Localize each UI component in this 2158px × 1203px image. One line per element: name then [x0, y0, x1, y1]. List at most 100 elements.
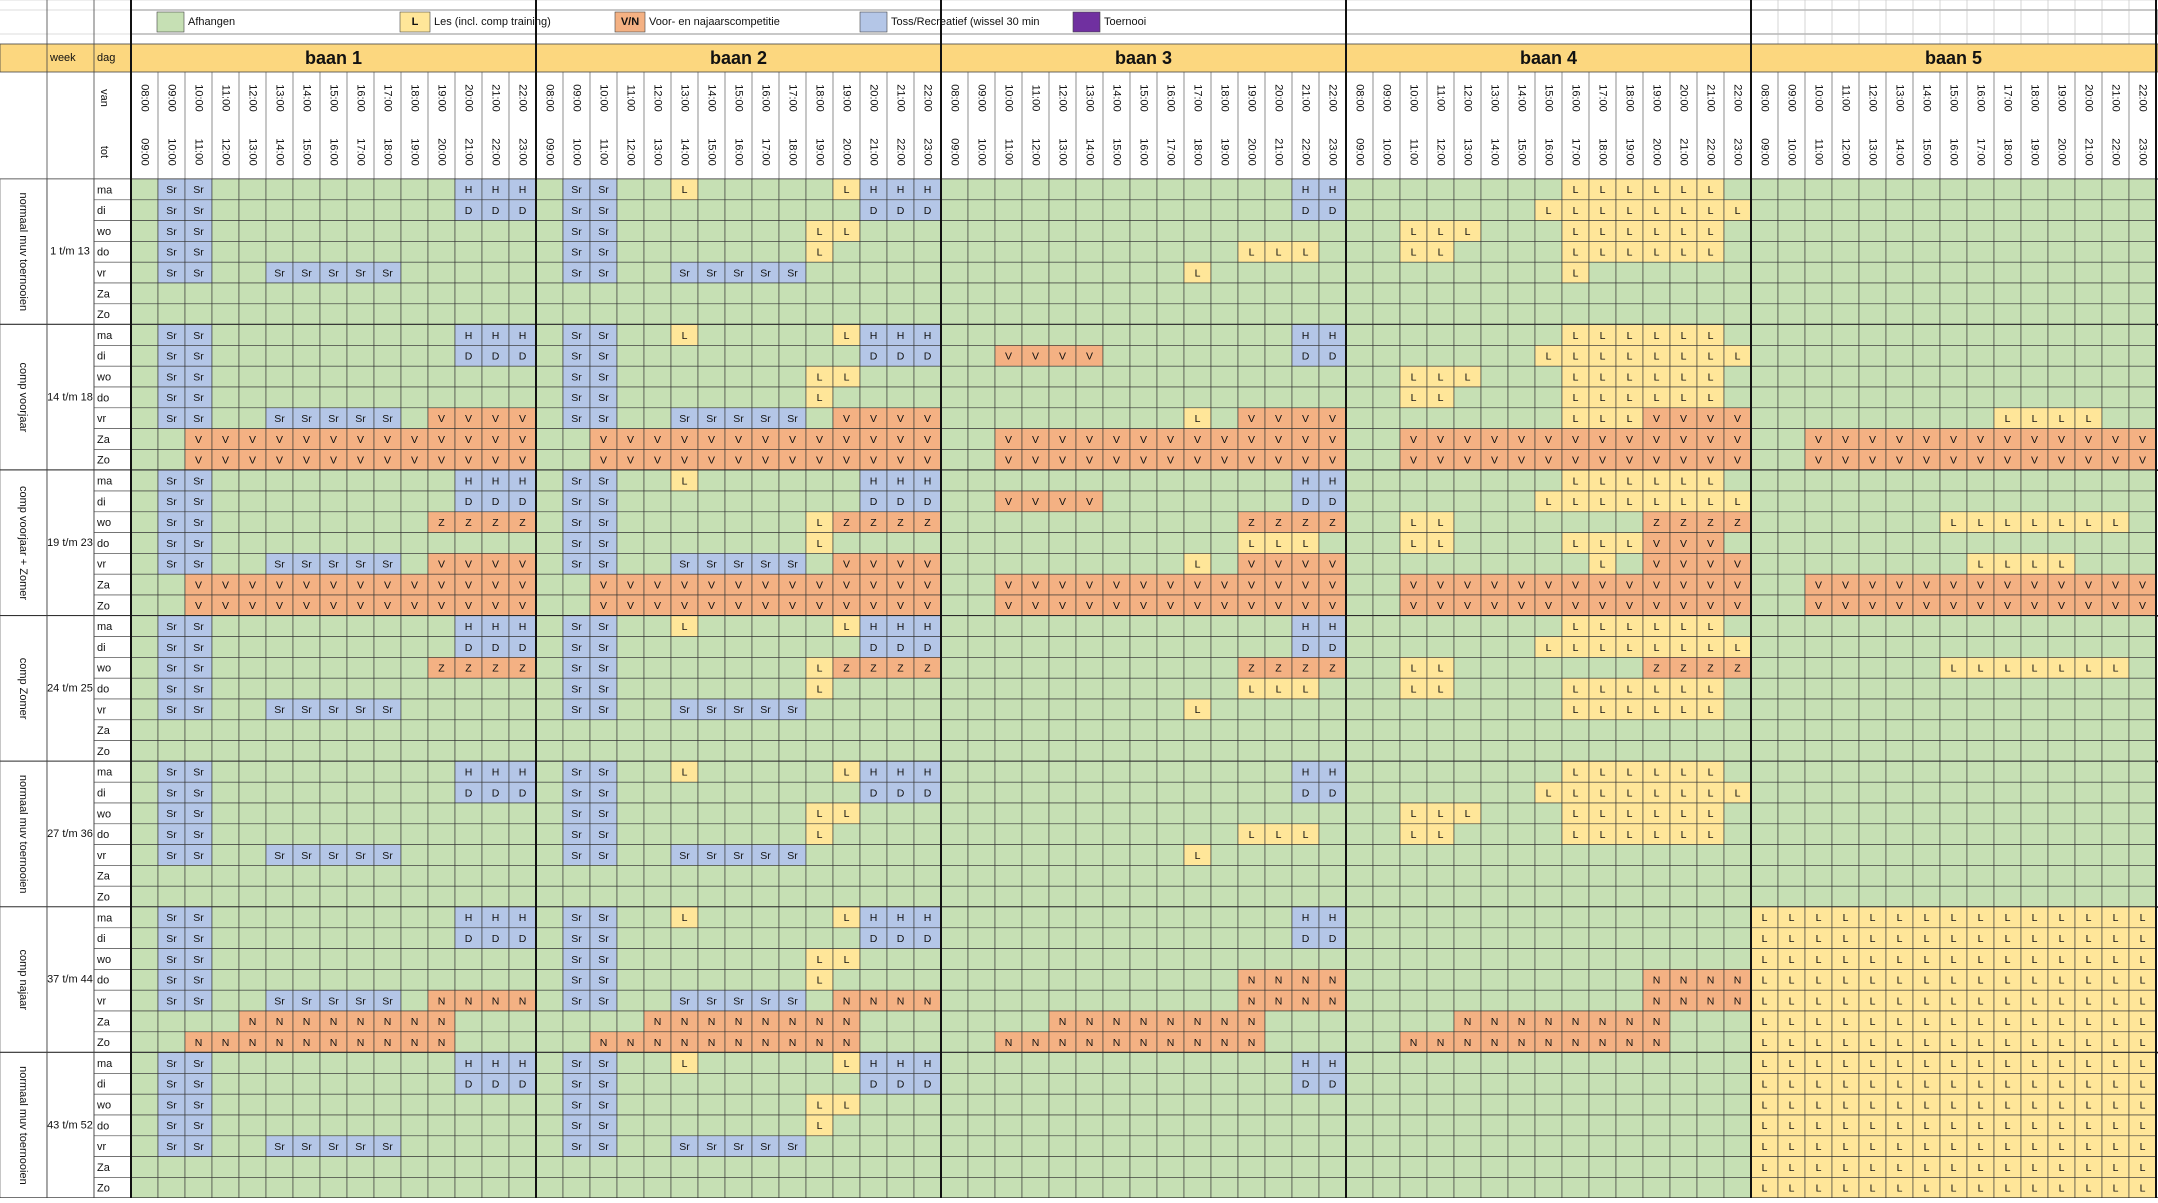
- cell: [617, 782, 644, 803]
- cell: [1373, 262, 1400, 283]
- cell: [995, 241, 1022, 262]
- cell-code: L: [1708, 808, 1714, 820]
- cell: [2075, 720, 2102, 741]
- cell: [860, 741, 887, 762]
- day-label: do: [97, 538, 109, 550]
- cell-code: L: [1654, 247, 1660, 259]
- cell: [1940, 325, 1967, 346]
- cell: [1967, 720, 1994, 741]
- cell: [1022, 616, 1049, 637]
- cell-code: Sr: [166, 663, 177, 675]
- cell-code: V: [1005, 579, 1012, 591]
- van-time: 17:00: [2002, 84, 2014, 112]
- cell: [941, 1115, 968, 1136]
- cell-code: L: [2005, 1016, 2011, 1028]
- cell: [509, 803, 536, 824]
- cell: [1130, 928, 1157, 949]
- cell: [1940, 720, 1967, 741]
- van-time: 15:00: [1543, 84, 1555, 112]
- tot-time: 16:00: [1543, 138, 1555, 166]
- cell: [1535, 761, 1562, 782]
- cell: [671, 200, 698, 221]
- cell: [482, 1032, 509, 1053]
- cell: [725, 325, 752, 346]
- cell-code: Sr: [193, 933, 204, 945]
- cell: [1292, 886, 1319, 907]
- cell-code: L: [1870, 1058, 1876, 1070]
- cell-code: Sr: [166, 1141, 177, 1153]
- cell-code: L: [1600, 683, 1606, 695]
- cell-code: Sr: [679, 559, 690, 571]
- cell-code: Sr: [166, 767, 177, 779]
- cell-code: V: [1653, 538, 1660, 550]
- cell-code: N: [1167, 1037, 1175, 1049]
- cell: [1292, 741, 1319, 762]
- cell: [2075, 741, 2102, 762]
- cell: [1265, 949, 1292, 970]
- cell: [1319, 845, 1346, 866]
- cell-code: D: [870, 205, 878, 217]
- cell-code: Sr: [571, 1120, 582, 1132]
- cell-code: V: [843, 434, 850, 446]
- cell: [1805, 408, 1832, 429]
- cell: [617, 366, 644, 387]
- cell: [941, 262, 968, 283]
- cell-code: Sr: [571, 267, 582, 279]
- cell: [2129, 283, 2156, 304]
- cell-code: L: [1897, 1079, 1903, 1091]
- cell: [293, 886, 320, 907]
- cell-code: D: [924, 1079, 932, 1091]
- cell: [995, 782, 1022, 803]
- cell-code: V: [1275, 559, 1282, 571]
- van-time: 10:00: [1003, 84, 1015, 112]
- cell-code: L: [2113, 1058, 2119, 1070]
- cell: [941, 408, 968, 429]
- cell: [779, 1053, 806, 1074]
- cell: [1265, 720, 1292, 741]
- cell-code: V: [1032, 600, 1039, 612]
- tot-time: 10:00: [976, 138, 988, 166]
- cell: [1886, 720, 1913, 741]
- cell: [1346, 512, 1373, 533]
- cell: [779, 824, 806, 845]
- cell: [1778, 845, 1805, 866]
- cell: [1481, 886, 1508, 907]
- cell: [1292, 699, 1319, 720]
- cell: [1265, 637, 1292, 658]
- cell: [1805, 803, 1832, 824]
- cell-code: Sr: [598, 351, 609, 363]
- cell: [1535, 512, 1562, 533]
- cell-code: L: [1627, 808, 1633, 820]
- cell-code: L: [1924, 1016, 1930, 1028]
- cell: [1076, 387, 1103, 408]
- cell: [671, 886, 698, 907]
- cell: [1076, 928, 1103, 949]
- cell: [1292, 304, 1319, 325]
- cell: [1508, 512, 1535, 533]
- cell: [860, 969, 887, 990]
- cell-code: L: [2140, 975, 2146, 987]
- cell-code: L: [1411, 663, 1417, 675]
- cell: [401, 824, 428, 845]
- tot-time: 17:00: [1165, 138, 1177, 166]
- cell: [1427, 553, 1454, 574]
- cell: [428, 865, 455, 886]
- cell: [1481, 470, 1508, 491]
- cell: [1724, 1115, 1751, 1136]
- cell: [1103, 221, 1130, 242]
- cell: [2048, 200, 2075, 221]
- cell: [644, 408, 671, 429]
- cell: [401, 657, 428, 678]
- cell-code: V: [330, 455, 337, 467]
- cell: [1049, 241, 1076, 262]
- cell: [617, 241, 644, 262]
- tot-time: 17:00: [760, 138, 772, 166]
- cell: [1265, 761, 1292, 782]
- cell: [1670, 1032, 1697, 1053]
- cell: [1238, 387, 1265, 408]
- cell: [752, 470, 779, 491]
- cell-code: L: [1303, 829, 1309, 841]
- van-time: 20:00: [2083, 84, 2095, 112]
- cell-code: L: [1600, 351, 1606, 363]
- cell: [887, 366, 914, 387]
